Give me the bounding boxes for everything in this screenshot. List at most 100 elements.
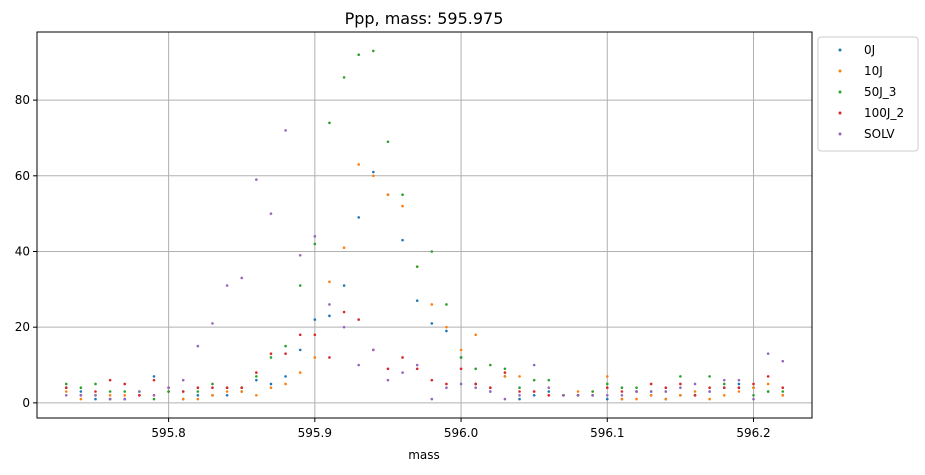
data-point xyxy=(138,390,141,393)
data-point xyxy=(415,299,419,302)
legend-label: 50J_3 xyxy=(864,85,896,99)
data-point xyxy=(401,193,404,197)
data-point xyxy=(108,378,112,382)
data-point xyxy=(503,397,507,401)
data-point xyxy=(284,352,287,355)
data-point xyxy=(518,393,521,397)
y-tick-label: 80 xyxy=(15,93,30,107)
data-point xyxy=(649,393,653,397)
data-point xyxy=(284,344,287,348)
data-point xyxy=(708,390,711,393)
data-point xyxy=(547,393,551,397)
x-tick-label: 596.1 xyxy=(590,426,624,440)
data-point xyxy=(766,382,770,386)
data-point xyxy=(445,382,448,386)
data-point xyxy=(766,375,770,378)
data-point xyxy=(605,382,609,386)
data-point xyxy=(401,356,404,359)
data-point xyxy=(737,390,741,393)
data-point xyxy=(489,386,492,390)
data-point xyxy=(415,367,419,371)
data-point xyxy=(649,390,653,393)
data-point xyxy=(108,397,112,401)
data-point xyxy=(79,393,83,397)
data-point xyxy=(532,390,536,393)
data-point xyxy=(576,393,580,397)
data-point xyxy=(415,363,419,367)
data-point xyxy=(342,246,346,250)
data-point xyxy=(138,393,141,397)
data-point xyxy=(152,397,156,401)
data-point xyxy=(708,386,711,390)
data-point xyxy=(328,280,331,284)
data-point xyxy=(605,393,609,397)
data-point xyxy=(255,371,258,374)
data-point xyxy=(664,386,668,390)
data-point xyxy=(298,348,302,352)
data-point xyxy=(781,393,785,397)
legend: 0J 10J 50J_3 100J_2 SOLV xyxy=(817,36,919,152)
data-point xyxy=(752,393,755,397)
data-point xyxy=(64,382,68,386)
legend-marker xyxy=(838,90,842,94)
data-point xyxy=(737,382,741,386)
data-point xyxy=(664,390,668,393)
x-axis-ticks: 595.8 595.9 596.0 596.1 596.2 xyxy=(151,418,771,440)
data-point xyxy=(693,390,697,393)
data-point xyxy=(357,216,360,219)
data-point xyxy=(415,265,419,268)
data-point xyxy=(459,348,463,352)
grid-lines xyxy=(37,32,812,418)
legend-marker xyxy=(838,48,842,52)
data-point xyxy=(240,386,244,390)
data-point xyxy=(372,49,375,53)
legend-box xyxy=(817,36,919,152)
data-point xyxy=(79,397,83,401)
x-axis-label: mass xyxy=(408,448,440,462)
legend-label: 0J xyxy=(864,43,875,57)
data-point xyxy=(108,393,112,397)
x-tick-label: 596.2 xyxy=(736,426,770,440)
data-point xyxy=(386,193,390,197)
data-point xyxy=(94,397,97,401)
data-point xyxy=(284,382,287,386)
data-point xyxy=(211,382,214,386)
data-point xyxy=(430,397,434,401)
legend-label: 10J xyxy=(864,64,883,78)
legend-label: SOLV xyxy=(864,127,895,141)
data-point xyxy=(722,382,726,386)
data-point xyxy=(386,378,390,382)
data-point xyxy=(94,390,97,393)
data-point xyxy=(518,386,521,390)
data-point xyxy=(372,348,375,352)
data-point xyxy=(225,393,229,397)
data-point xyxy=(313,356,317,359)
data-point xyxy=(591,390,594,393)
y-axis-ticks: 0 20 40 60 80 xyxy=(15,93,37,410)
data-point xyxy=(766,352,770,355)
data-point xyxy=(664,397,668,401)
data-point xyxy=(781,390,785,393)
data-point xyxy=(372,174,375,178)
data-point xyxy=(430,250,434,253)
data-point xyxy=(693,393,697,397)
data-point xyxy=(503,375,507,378)
data-point xyxy=(181,397,185,401)
data-point xyxy=(752,397,755,401)
x-tick-label: 596.0 xyxy=(444,426,478,440)
data-point xyxy=(752,386,755,390)
data-point xyxy=(445,303,448,306)
data-point xyxy=(518,390,521,393)
data-point xyxy=(591,393,594,397)
data-point xyxy=(620,386,624,390)
data-point xyxy=(181,390,185,393)
y-tick-label: 40 xyxy=(15,244,30,258)
data-point xyxy=(269,382,273,386)
data-point xyxy=(532,378,536,382)
data-point xyxy=(269,356,273,359)
data-point xyxy=(196,386,200,390)
data-point xyxy=(79,386,83,390)
data-point xyxy=(576,390,580,393)
data-point xyxy=(196,390,200,393)
